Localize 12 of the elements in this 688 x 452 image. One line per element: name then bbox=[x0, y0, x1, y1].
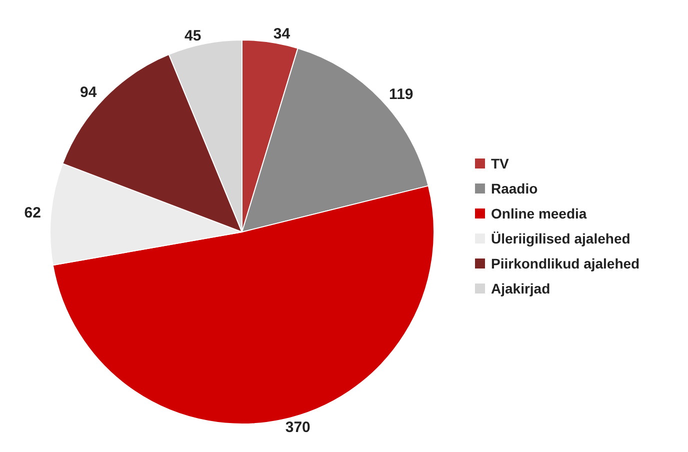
legend-label: Piirkondlikud ajalehed bbox=[491, 256, 640, 272]
legend-label: Üleriigilised ajalehed bbox=[491, 230, 630, 246]
data-label: 45 bbox=[184, 27, 202, 44]
data-label: 370 bbox=[285, 419, 310, 436]
data-label: 34 bbox=[273, 26, 291, 43]
legend-label: TV bbox=[491, 156, 510, 172]
data-label: 94 bbox=[80, 84, 98, 101]
legend-label: Raadio bbox=[491, 180, 538, 196]
data-label: 62 bbox=[24, 204, 41, 222]
legend-label: Ajakirjad bbox=[491, 280, 550, 296]
data-label: 119 bbox=[389, 86, 414, 103]
legend-label: Online meedia bbox=[491, 206, 587, 222]
